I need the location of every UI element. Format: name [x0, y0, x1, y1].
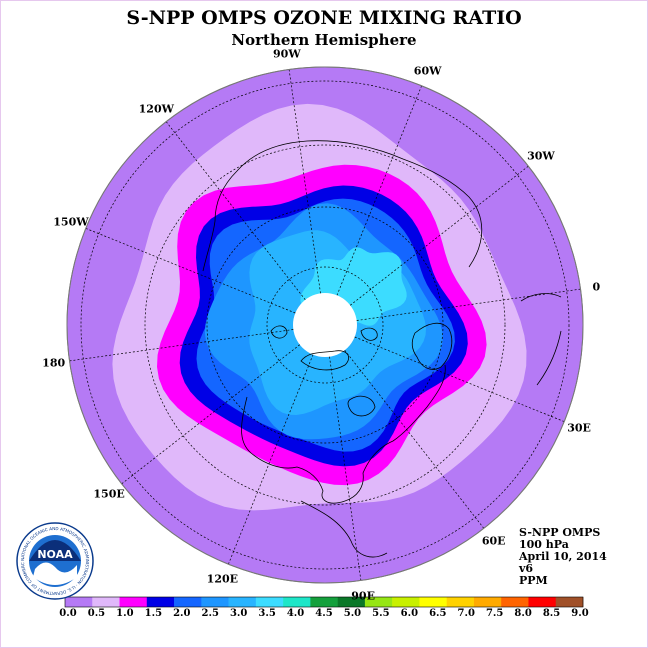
map-border — [66, 66, 584, 584]
colorbar-tick-label: 7.5 — [485, 608, 504, 619]
longitude-label: 90W — [273, 47, 301, 61]
colorbar-swatch — [201, 597, 229, 607]
colorbar-swatch — [419, 597, 447, 607]
colorbar-tick-label: 6.5 — [429, 608, 447, 619]
greenland-coast — [411, 322, 453, 370]
noaa-logo: NOAA NATIONAL OCEANIC AND ATMOSPHERIC AD… — [14, 517, 95, 605]
meridian-line — [354, 336, 565, 422]
longitude-label: 30W — [527, 149, 555, 163]
latitude-circle — [266, 266, 384, 384]
meridian-line — [336, 85, 422, 296]
longitude-label: 120W — [138, 102, 174, 116]
colorbar-swatch — [446, 597, 475, 607]
colorbar-swatch — [146, 597, 175, 607]
colorbar-swatch — [310, 597, 338, 607]
colorbar-swatch — [174, 597, 202, 607]
colorbar-tick-label: 4.5 — [315, 608, 333, 619]
colorbar-border — [64, 596, 584, 608]
colorbar — [64, 596, 584, 608]
colorbar-tick-label: 6.0 — [400, 608, 419, 619]
colorbar-tick-label: 3.5 — [258, 608, 276, 619]
latitude-circle — [144, 144, 506, 506]
longitude-label: 60W — [413, 64, 442, 78]
colorbar-swatch — [528, 597, 557, 607]
colorbar-tick-label: 4.0 — [286, 608, 305, 619]
info-instrument: S-NPP OMPS — [519, 526, 601, 539]
meridian-line — [288, 69, 321, 294]
figure-subtitle: Northern Hemisphere — [231, 31, 417, 49]
colorbar-tick-label: 8.5 — [542, 608, 561, 619]
meridian-line — [121, 344, 301, 485]
ozone-field — [69, 69, 581, 581]
longitude-label: 180 — [42, 356, 66, 370]
eurasia-coast — [202, 140, 483, 272]
colorbar-swatch — [283, 597, 311, 607]
colorbar-swatch — [228, 597, 257, 607]
info-version: v6 — [519, 562, 534, 575]
colorbar-swatch — [337, 597, 366, 607]
meridian-line — [85, 228, 296, 314]
info-date: April 10, 2014 — [519, 550, 607, 563]
map-info-block: S-NPP OMPS 100 hPa April 10, 2014 v6 PPM — [519, 527, 607, 587]
colorbar-swatch — [92, 597, 120, 607]
longitude-label: 150E — [93, 487, 125, 501]
colorbar-tick-label: 0.5 — [87, 608, 106, 619]
meridian-line — [228, 354, 314, 565]
figure-title: S-NPP OMPS OZONE MIXING RATIO — [126, 7, 522, 29]
latitude-circle — [206, 206, 444, 444]
colorbar-tick-label: 2.0 — [173, 608, 191, 619]
coastlines — [202, 140, 562, 558]
meridian-line — [344, 349, 485, 529]
polar-no-data-region — [293, 293, 357, 357]
colorbar-tick-label: 5.0 — [343, 608, 362, 619]
meridian-line — [69, 329, 294, 362]
colorbar-swatch — [364, 597, 393, 607]
logo-text: NOAA — [37, 548, 73, 561]
colorbar-tick-label: 9.0 — [571, 608, 589, 619]
central-america-coast — [300, 500, 388, 558]
colorbar-tick-label: 0.0 — [59, 608, 77, 619]
longitude-label: 120E — [206, 572, 239, 586]
colorbar-tick-label: 5.5 — [372, 608, 390, 619]
north-america-coast — [241, 364, 446, 504]
colorbar-tick-label: 1.5 — [144, 608, 163, 619]
longitude-label: 90E — [351, 589, 375, 603]
graticule — [69, 69, 581, 581]
colorbar-swatch — [119, 597, 148, 607]
colorbar-swatch — [392, 597, 420, 607]
longitude-label: 60E — [481, 534, 506, 548]
meridian-line — [165, 121, 306, 301]
colorbar-swatch — [65, 597, 93, 607]
colorbar-swatch — [501, 597, 529, 607]
colorbar-tick-label: 1.0 — [116, 608, 134, 619]
info-level: 100 hPa — [519, 538, 569, 551]
colorbar-swatch — [473, 597, 502, 607]
meridian-line — [329, 356, 362, 581]
longitude-label: 0 — [592, 280, 601, 294]
colorbar-tick-label: 3.0 — [229, 608, 248, 619]
latitude-circle — [80, 80, 570, 570]
info-units: PPM — [519, 574, 548, 587]
meridian-line — [356, 288, 581, 321]
colorbar-swatch — [555, 597, 584, 607]
hudson-bay — [347, 395, 376, 417]
longitude-label: 150W — [53, 215, 89, 229]
africa-coast — [520, 293, 562, 386]
colorbar-tick-label: 2.5 — [201, 608, 219, 619]
colorbar-tick-label: 7.0 — [457, 608, 475, 619]
meridian-line — [349, 165, 529, 306]
colorbar-swatch — [255, 597, 284, 607]
colorbar-tick-label: 8.0 — [514, 608, 532, 619]
longitude-label: 30E — [567, 421, 591, 435]
